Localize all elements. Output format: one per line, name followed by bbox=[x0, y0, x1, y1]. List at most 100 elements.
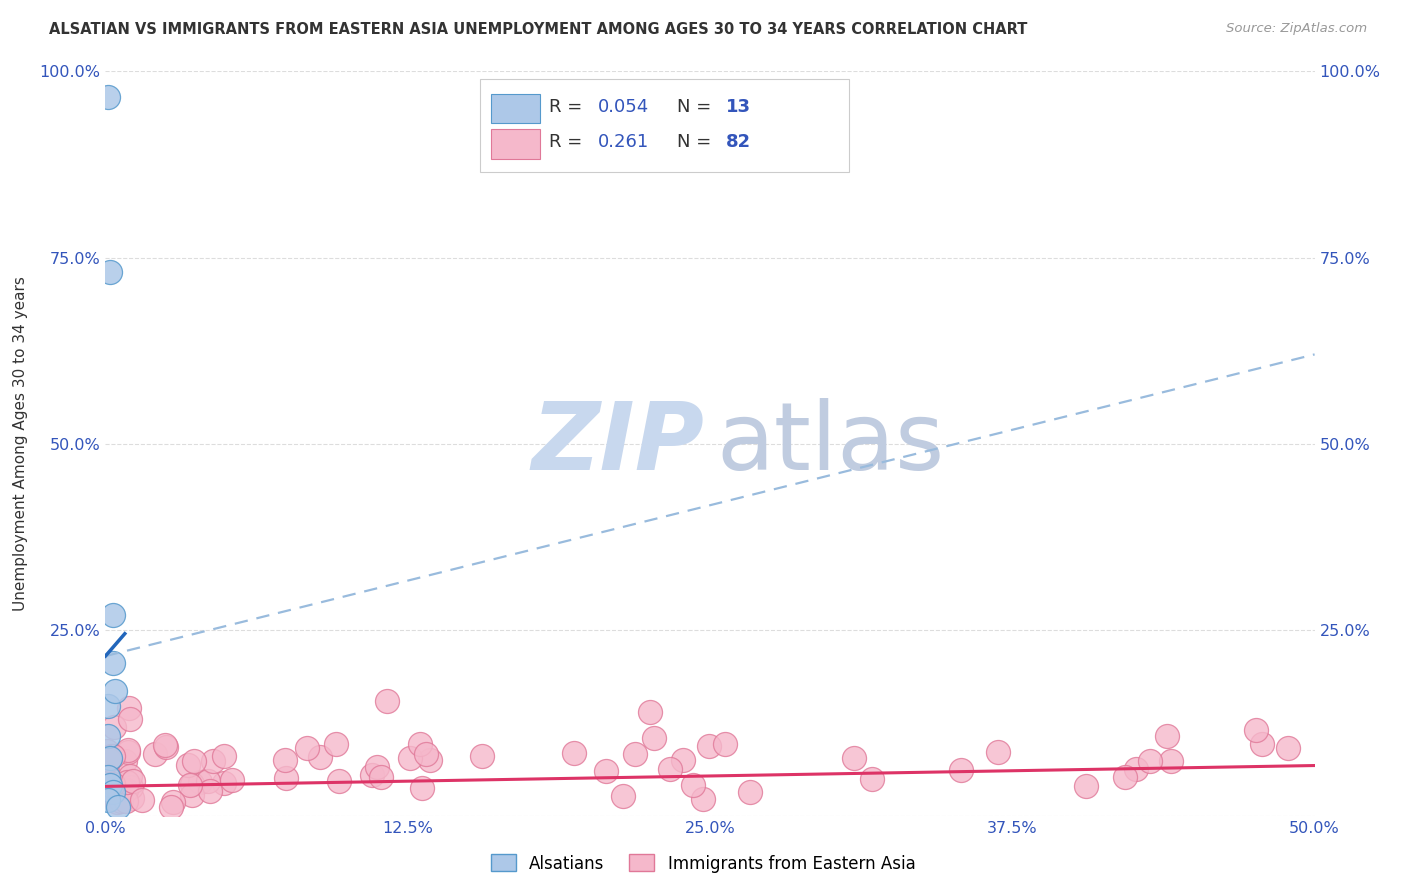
Point bbox=[562, 747, 585, 761]
Point bbox=[120, 780, 142, 795]
Point bbox=[949, 763, 972, 777]
Text: atlas: atlas bbox=[716, 398, 945, 490]
Point bbox=[114, 783, 136, 797]
Bar bbox=[491, 94, 540, 123]
Bar bbox=[481, 78, 849, 172]
Text: ZIP: ZIP bbox=[531, 398, 704, 490]
Point bbox=[409, 737, 432, 751]
Point bbox=[101, 608, 124, 623]
Point bbox=[198, 784, 221, 798]
Point bbox=[162, 795, 184, 809]
Point bbox=[97, 698, 120, 713]
Point bbox=[96, 764, 118, 779]
Point bbox=[98, 265, 121, 279]
Text: R =: R = bbox=[550, 133, 593, 151]
Point bbox=[328, 773, 350, 788]
Point bbox=[1114, 770, 1136, 784]
Point bbox=[115, 794, 138, 808]
Point bbox=[188, 775, 211, 789]
Point bbox=[212, 748, 235, 763]
Point bbox=[987, 745, 1010, 759]
Point bbox=[1277, 740, 1299, 755]
Point bbox=[624, 747, 647, 761]
Point bbox=[121, 790, 143, 805]
Point bbox=[375, 694, 398, 708]
Text: Source: ZipAtlas.com: Source: ZipAtlas.com bbox=[1226, 22, 1367, 36]
Text: 0.054: 0.054 bbox=[598, 98, 648, 116]
Text: ALSATIAN VS IMMIGRANTS FROM EASTERN ASIA UNEMPLOYMENT AMONG AGES 30 TO 34 YEARS : ALSATIAN VS IMMIGRANTS FROM EASTERN ASIA… bbox=[49, 22, 1028, 37]
Text: R =: R = bbox=[550, 98, 588, 116]
Point bbox=[103, 777, 125, 791]
Point bbox=[860, 772, 883, 787]
Point bbox=[692, 792, 714, 806]
Bar bbox=[491, 128, 540, 159]
Point bbox=[143, 747, 166, 762]
Point bbox=[122, 774, 145, 789]
Point bbox=[98, 751, 121, 765]
Point bbox=[1125, 762, 1147, 776]
Point bbox=[101, 657, 124, 671]
Point bbox=[682, 778, 704, 792]
Point bbox=[1251, 737, 1274, 751]
Point bbox=[411, 780, 433, 795]
Point bbox=[595, 764, 617, 778]
Point bbox=[100, 748, 122, 763]
Point bbox=[120, 712, 142, 726]
Point bbox=[101, 749, 124, 764]
Legend: Alsatians, Immigrants from Eastern Asia: Alsatians, Immigrants from Eastern Asia bbox=[484, 847, 922, 880]
Point bbox=[159, 800, 181, 814]
Text: N =: N = bbox=[678, 133, 717, 151]
Point bbox=[104, 684, 127, 698]
Point bbox=[309, 750, 332, 764]
Point bbox=[197, 773, 219, 788]
Point bbox=[103, 720, 125, 734]
Point bbox=[98, 778, 121, 792]
Point bbox=[366, 760, 388, 774]
Point bbox=[120, 769, 142, 783]
Text: 82: 82 bbox=[725, 133, 751, 151]
Point bbox=[96, 744, 118, 758]
Point bbox=[370, 770, 392, 784]
Point bbox=[1156, 729, 1178, 743]
Point bbox=[153, 738, 176, 752]
Point bbox=[360, 768, 382, 782]
Y-axis label: Unemployment Among Ages 30 to 34 years: Unemployment Among Ages 30 to 34 years bbox=[14, 277, 28, 611]
Point bbox=[111, 782, 134, 797]
Point bbox=[155, 739, 177, 754]
Point bbox=[399, 750, 422, 764]
Point bbox=[638, 705, 661, 719]
Point bbox=[97, 793, 120, 807]
Point bbox=[180, 777, 202, 791]
Point bbox=[107, 800, 129, 814]
Point bbox=[202, 755, 225, 769]
Point bbox=[274, 771, 297, 785]
Point bbox=[273, 753, 295, 767]
Point bbox=[97, 90, 120, 104]
Point bbox=[183, 754, 205, 768]
Point bbox=[110, 794, 132, 808]
Point bbox=[1074, 779, 1097, 793]
Point bbox=[672, 753, 695, 767]
Point bbox=[325, 737, 347, 751]
Point bbox=[97, 729, 120, 743]
Point bbox=[295, 740, 318, 755]
Point bbox=[740, 785, 762, 799]
Point bbox=[114, 754, 136, 768]
Point bbox=[415, 747, 437, 761]
Point bbox=[117, 743, 139, 757]
Text: 0.261: 0.261 bbox=[598, 133, 648, 151]
Point bbox=[118, 701, 141, 715]
Point bbox=[1160, 754, 1182, 768]
Point bbox=[212, 776, 235, 790]
Point bbox=[419, 753, 441, 767]
Point bbox=[177, 758, 200, 772]
Text: N =: N = bbox=[678, 98, 717, 116]
Text: 13: 13 bbox=[725, 98, 751, 116]
Point bbox=[98, 753, 121, 767]
Point bbox=[1244, 723, 1267, 737]
Point bbox=[471, 749, 494, 764]
Point bbox=[1139, 754, 1161, 768]
Point bbox=[179, 778, 201, 792]
Point bbox=[697, 739, 720, 753]
Point bbox=[644, 731, 666, 745]
